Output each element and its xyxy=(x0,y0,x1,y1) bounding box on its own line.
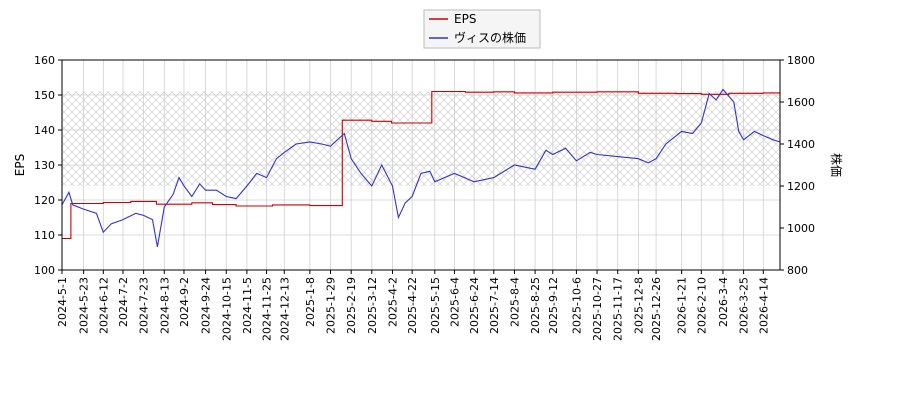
x-tick-label: 2025-8-25 xyxy=(529,277,542,334)
y-tick-label-left: 110 xyxy=(34,229,55,242)
y-tick-label-left: 120 xyxy=(34,194,55,207)
x-tick-label: 2026-3-4 xyxy=(717,277,730,327)
y-tick-label-right: 800 xyxy=(787,264,808,277)
x-tick-label: 2025-3-12 xyxy=(366,277,379,334)
x-tick-label: 2025-6-24 xyxy=(468,277,481,334)
x-tick-label: 2024-5-23 xyxy=(78,277,91,334)
x-tick-label: 2025-7-14 xyxy=(488,277,501,334)
x-tick-label: 2025-6-4 xyxy=(448,277,461,327)
x-tick-label: 2026-1-21 xyxy=(676,277,689,334)
y-axis-label-right: 株価 xyxy=(829,153,844,177)
y-tick-label-left: 150 xyxy=(34,89,55,102)
y-axis-label-left: EPS xyxy=(13,154,27,176)
x-tick-label: 2025-12-26 xyxy=(650,277,663,341)
x-tick-label: 2026-4-14 xyxy=(757,277,770,334)
x-tick-label: 2025-5-15 xyxy=(429,277,442,334)
x-tick-label: 2026-2-10 xyxy=(695,277,708,334)
x-tick-label: 2025-1-29 xyxy=(325,277,338,334)
x-tick-label: 2024-7-2 xyxy=(117,277,130,327)
x-tick-label: 2024-5-1 xyxy=(56,277,69,327)
x-tick-label: 2025-4-22 xyxy=(406,277,419,334)
x-tick-label: 2025-1-8 xyxy=(304,277,317,327)
x-tick-label: 2024-8-13 xyxy=(158,277,171,334)
y-tick-label-right: 1800 xyxy=(787,54,815,67)
x-tick-label: 2025-12-8 xyxy=(632,277,645,334)
x-tick-label: 2026-3-25 xyxy=(738,277,751,334)
y-tick-label-left: 130 xyxy=(34,159,55,172)
x-tick-label: 2025-4-2 xyxy=(386,277,399,327)
legend-box xyxy=(423,9,541,49)
x-tick-label: 2024-12-13 xyxy=(278,277,291,341)
x-tick-label: 2025-10-27 xyxy=(591,277,604,341)
x-tick-label: 2024-10-15 xyxy=(220,277,233,341)
y-tick-label-right: 1000 xyxy=(787,222,815,235)
legend-label-eps: EPS xyxy=(454,12,476,26)
x-tick-label: 2025-10-6 xyxy=(570,277,583,334)
x-tick-label: 2025-8-4 xyxy=(508,277,521,327)
x-tick-label: 2024-9-2 xyxy=(178,277,191,327)
x-tick-label: 2024-11-5 xyxy=(241,277,254,334)
y-tick-label-right: 1600 xyxy=(787,96,815,109)
y-tick-label-right: 1400 xyxy=(787,138,815,151)
x-axis: 2024-5-1 2024-5-23 2024-6-12 2024-7-2 2024-7… xyxy=(56,270,770,341)
y-tick-label-left: 160 xyxy=(34,54,55,67)
legend-label-price: ヴィスの株価 xyxy=(454,30,526,45)
legend: EPS ヴィスの株価 xyxy=(423,9,541,49)
right-axis: 800 1000 1200 1400 1600 1800 xyxy=(780,54,815,277)
series-layer xyxy=(62,88,780,247)
series-line-eps xyxy=(62,90,780,240)
y-tick-label-left: 100 xyxy=(34,264,55,277)
x-tick-label: 2024-11-25 xyxy=(261,277,274,341)
series-line-price xyxy=(62,88,780,247)
x-tick-label: 2024-6-12 xyxy=(97,277,110,334)
x-tick-label: 2024-9-24 xyxy=(200,277,213,334)
y-tick-label-left: 140 xyxy=(34,124,55,137)
x-tick-label: 2025-9-12 xyxy=(547,277,560,334)
x-tick-label: 2024-7-23 xyxy=(138,277,151,334)
y-tick-label-right: 1200 xyxy=(787,180,815,193)
x-tick-label: 2025-11-17 xyxy=(612,277,625,341)
left-axis: 100 110 120 130 140 150 160 xyxy=(34,54,62,277)
x-tick-label: 2025-2-19 xyxy=(345,277,358,334)
shaded-band xyxy=(62,91,780,186)
